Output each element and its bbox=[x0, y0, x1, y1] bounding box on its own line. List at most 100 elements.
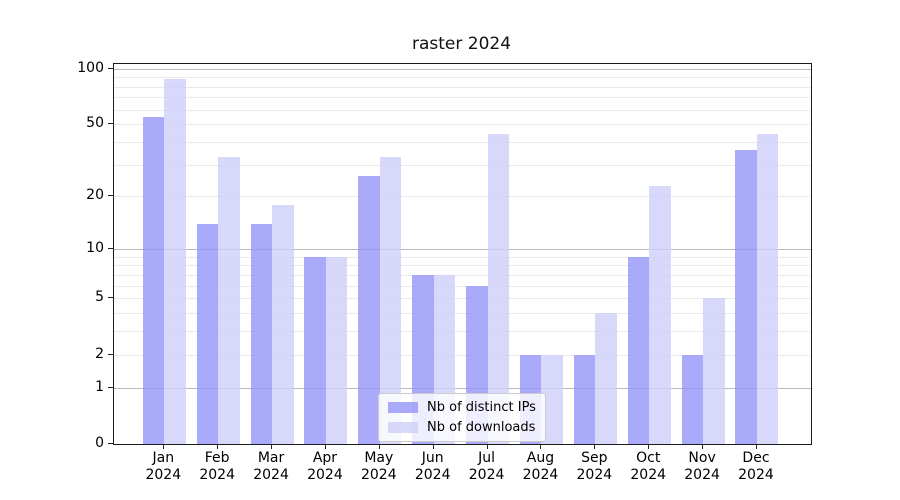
legend-entry: Nb of distinct IPs bbox=[388, 399, 536, 416]
bar-downloads-aug bbox=[541, 354, 563, 444]
bar-downloads-dec bbox=[756, 134, 779, 444]
bar-downloads-jan bbox=[164, 78, 186, 444]
x-tick-mark bbox=[378, 444, 380, 449]
bar-downloads-apr bbox=[325, 256, 348, 444]
y-tick-label: 100 bbox=[77, 59, 104, 76]
bar-downloads-oct bbox=[649, 185, 671, 444]
x-tick-mark bbox=[217, 444, 219, 449]
x-tick-label: Jun 2024 bbox=[401, 450, 465, 484]
gridline-minor bbox=[114, 196, 811, 198]
y-tick-mark bbox=[108, 297, 113, 299]
x-tick-year: 2024 bbox=[360, 467, 397, 483]
bar-downloads-jul bbox=[487, 134, 510, 444]
bar-downloads-nov bbox=[703, 298, 725, 444]
bar-distinct-ips-oct bbox=[627, 256, 650, 444]
y-tick-label: 5 bbox=[95, 289, 104, 306]
y-tick-label: 10 bbox=[86, 240, 104, 256]
bar-distinct-ips-apr bbox=[304, 256, 326, 444]
y-tick-label: 0 bbox=[95, 435, 104, 451]
x-tick-year: 2024 bbox=[253, 467, 289, 483]
x-tick-mark bbox=[271, 444, 273, 449]
gridline-minor bbox=[114, 265, 811, 267]
bar-downloads-feb bbox=[218, 157, 240, 444]
bar-distinct-ips-dec bbox=[735, 150, 757, 444]
bar-distinct-ips-nov bbox=[681, 354, 704, 444]
plot-area bbox=[113, 63, 812, 445]
x-tick-label: Jan 2024 bbox=[131, 450, 195, 484]
x-tick-mark bbox=[163, 444, 165, 449]
x-tick-mark bbox=[594, 444, 596, 449]
x-tick-label: Mar 2024 bbox=[239, 450, 303, 484]
y-tick-mark bbox=[108, 248, 113, 249]
bar-distinct-ips-sep bbox=[573, 354, 596, 444]
x-tick-year: 2024 bbox=[307, 467, 343, 483]
y-tick-label: 1 bbox=[95, 378, 104, 395]
gridline-minor bbox=[114, 285, 811, 287]
x-tick-month: Mar bbox=[257, 450, 285, 466]
bar-distinct-ips-jan bbox=[142, 116, 165, 444]
x-tick-year: 2024 bbox=[468, 467, 505, 483]
x-tick-month: Aug bbox=[526, 450, 555, 466]
x-tick-year: 2024 bbox=[576, 467, 613, 483]
gridline-minor bbox=[114, 298, 811, 300]
x-tick-label: Oct 2024 bbox=[616, 450, 680, 484]
gridline-minor bbox=[114, 164, 811, 166]
x-tick-month: Dec bbox=[742, 450, 770, 466]
x-tick-month: Sep bbox=[581, 450, 608, 466]
x-tick-mark bbox=[432, 444, 434, 449]
legend-entry: Nb of downloads bbox=[388, 419, 536, 436]
x-tick-month: Jun bbox=[421, 450, 444, 466]
bar-downloads-may bbox=[379, 157, 402, 444]
gridline-minor bbox=[114, 77, 811, 79]
y-tick-label: 50 bbox=[86, 115, 104, 132]
x-tick-year: 2024 bbox=[738, 467, 774, 483]
x-tick-mark bbox=[648, 444, 650, 449]
x-tick-label: Sep 2024 bbox=[562, 450, 626, 484]
y-tick-mark bbox=[108, 67, 113, 69]
y-tick-mark bbox=[108, 443, 113, 444]
x-tick-label: Feb 2024 bbox=[185, 450, 249, 484]
x-tick-month: Oct bbox=[636, 450, 661, 466]
x-tick-label: Jul 2024 bbox=[455, 450, 519, 484]
y-tick-mark bbox=[108, 195, 113, 197]
gridline-major bbox=[114, 68, 811, 70]
y-tick-mark bbox=[108, 123, 113, 125]
bar-downloads-mar bbox=[272, 204, 294, 444]
chart-title: raster 2024 bbox=[411, 34, 512, 54]
bar-distinct-ips-may bbox=[358, 175, 380, 444]
x-tick-year: 2024 bbox=[684, 467, 720, 483]
x-tick-month: Jul bbox=[478, 450, 496, 466]
gridline-minor bbox=[114, 142, 811, 143]
x-tick-month: Nov bbox=[688, 450, 716, 466]
gridline-minor bbox=[114, 256, 811, 258]
gridline-minor bbox=[114, 354, 811, 356]
x-tick-year: 2024 bbox=[414, 467, 451, 483]
x-tick-year: 2024 bbox=[145, 467, 182, 483]
x-tick-month: Feb bbox=[204, 450, 230, 466]
x-tick-year: 2024 bbox=[522, 467, 559, 483]
legend: Nb of distinct IPs Nb of downloads bbox=[378, 393, 546, 442]
x-tick-year: 2024 bbox=[630, 467, 667, 483]
x-tick-label: Dec 2024 bbox=[724, 450, 788, 484]
x-tick-month: Jan bbox=[152, 450, 175, 466]
bar-distinct-ips-mar bbox=[250, 223, 273, 444]
x-tick-mark bbox=[755, 444, 757, 449]
gridline-major bbox=[114, 249, 811, 250]
bar-downloads-sep bbox=[595, 313, 617, 444]
y-tick-mark bbox=[108, 353, 113, 355]
legend-label: Nb of downloads bbox=[427, 420, 536, 435]
gridline-major bbox=[114, 387, 811, 389]
x-tick-mark bbox=[702, 444, 704, 449]
x-tick-label: Aug 2024 bbox=[508, 450, 572, 484]
gridline-minor bbox=[114, 331, 811, 333]
x-tick-mark bbox=[324, 444, 326, 449]
x-tick-mark bbox=[540, 444, 542, 449]
y-tick-label: 2 bbox=[95, 345, 104, 362]
x-tick-year: 2024 bbox=[199, 467, 235, 483]
x-tick-mark bbox=[486, 444, 488, 449]
x-tick-label: Nov 2024 bbox=[670, 450, 734, 484]
x-tick-month: Apr bbox=[312, 450, 338, 466]
gridline-minor bbox=[114, 313, 811, 315]
y-tick-label: 20 bbox=[86, 187, 104, 204]
